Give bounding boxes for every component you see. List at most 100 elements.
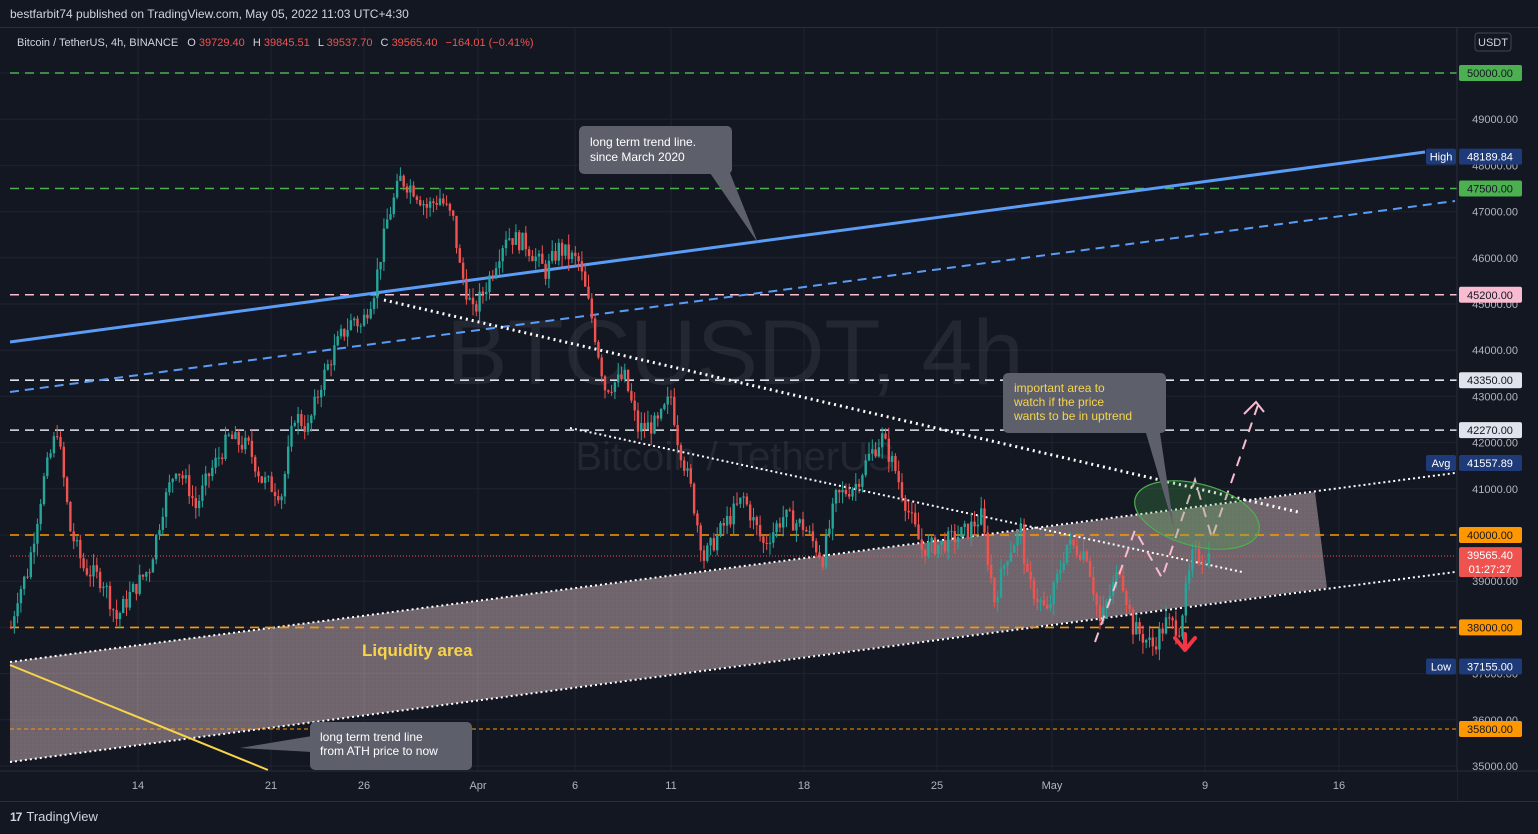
candle-body — [214, 457, 217, 468]
candle-body — [267, 476, 270, 478]
candle-body — [89, 574, 92, 577]
candle-body — [798, 519, 801, 524]
candle-body — [508, 238, 511, 240]
candle-body — [79, 540, 82, 559]
candle-body — [369, 309, 372, 319]
candle-body — [379, 261, 382, 270]
candle-body — [692, 483, 696, 514]
level-labels: 50000.00 47500.00 45200.00 43350.00 42270.00… — [1459, 65, 1522, 738]
candle-body — [607, 390, 610, 392]
legend-open: 39729.40 — [199, 37, 245, 49]
svg-text:Bitcoin / TetherUS, 4h, BINANC: Bitcoin / TetherUS, 4h, BINANCE O 39729.… — [17, 37, 534, 49]
candle-body — [551, 251, 554, 261]
candle-body — [181, 475, 184, 479]
trend-lines — [9, 150, 1456, 771]
candle-body — [485, 291, 488, 295]
candle-body — [1174, 620, 1178, 636]
candle-body — [976, 524, 980, 527]
important-note-line-3: wants to be in uptrend — [1013, 409, 1132, 423]
candle-body — [1164, 617, 1168, 634]
candle-body — [75, 540, 79, 542]
candle-body — [164, 492, 168, 517]
candle-body — [732, 503, 735, 525]
candle-body — [897, 471, 900, 483]
candle-body — [920, 539, 923, 550]
candle-body — [818, 552, 821, 558]
candle-body — [956, 536, 960, 543]
price-tick-label: 49000.00 — [1472, 114, 1518, 126]
candle-body — [709, 538, 712, 546]
legend-low: 39537.70 — [327, 37, 373, 49]
candle-body — [900, 482, 904, 499]
candle-body — [610, 391, 613, 393]
candle-body — [425, 204, 428, 208]
candle-body — [811, 531, 815, 542]
candle-body — [841, 489, 844, 493]
candle-body — [468, 297, 471, 300]
candle-body — [676, 425, 679, 446]
legend-symbol: Bitcoin / TetherUS, 4h, BINANCE — [17, 37, 178, 49]
candle-body — [1121, 575, 1125, 592]
candle-body — [326, 364, 329, 370]
legend-close: 39565.40 — [392, 37, 438, 49]
tradingview-logo[interactable]: 17 TradingView — [10, 809, 98, 824]
candle-body — [230, 434, 234, 439]
candle-body — [158, 529, 161, 535]
candle-body — [659, 409, 663, 419]
candle-body — [560, 242, 564, 256]
candle-body — [1171, 618, 1174, 621]
candle-body — [917, 524, 920, 540]
candle-body — [653, 415, 656, 434]
candle-body — [257, 471, 260, 477]
candle-body — [135, 584, 138, 594]
candle-body — [366, 314, 369, 319]
candle-body — [1009, 552, 1013, 562]
candle-body — [1085, 551, 1088, 562]
candle-body — [455, 215, 458, 249]
ath-note-line-1: long term trend line — [320, 730, 423, 744]
candle-body — [115, 610, 118, 620]
currency-button-label: USDT — [1478, 37, 1508, 49]
trend-note-pointer — [710, 173, 758, 243]
candle-body — [194, 498, 197, 509]
candle-body — [801, 519, 805, 530]
candle-body — [1036, 598, 1039, 602]
candle-body — [1003, 565, 1006, 569]
liquidity-area-label: Liquidity area — [362, 641, 473, 660]
footer-brand: TradingView — [26, 809, 98, 824]
badge-tag: High — [1430, 152, 1453, 164]
candle-body — [669, 396, 673, 398]
price-axis — [1457, 28, 1538, 801]
candle-body — [603, 376, 607, 391]
candle-body — [927, 542, 930, 557]
candle-body — [867, 453, 871, 461]
liquidity-area-fill — [10, 492, 1327, 762]
candle-body — [1052, 582, 1055, 605]
candle-body — [1191, 549, 1194, 571]
badge-value: 48189.84 — [1467, 152, 1513, 164]
candle-body — [353, 318, 356, 321]
candle-body — [52, 436, 56, 454]
candle-body — [768, 542, 772, 544]
candle-body — [438, 198, 442, 205]
candle-body — [1154, 646, 1158, 650]
candle-body — [1102, 607, 1105, 622]
candle-body — [910, 512, 914, 514]
candle-body — [372, 298, 376, 310]
badge-tag: Avg — [1432, 458, 1451, 470]
candle-body — [722, 522, 725, 526]
candle-body — [16, 603, 19, 617]
candle-body — [755, 517, 758, 526]
level-label: 40000.00 — [1467, 530, 1513, 542]
currency-button[interactable] — [1474, 32, 1512, 52]
candle-body — [1095, 594, 1098, 606]
candle-body — [696, 513, 699, 526]
candle-body — [1145, 640, 1148, 643]
candle-body — [184, 475, 188, 479]
candle-body — [69, 502, 72, 532]
candle-body — [224, 434, 227, 459]
candle-body — [395, 180, 399, 198]
candle-body — [650, 422, 653, 434]
candle-body — [719, 522, 722, 536]
